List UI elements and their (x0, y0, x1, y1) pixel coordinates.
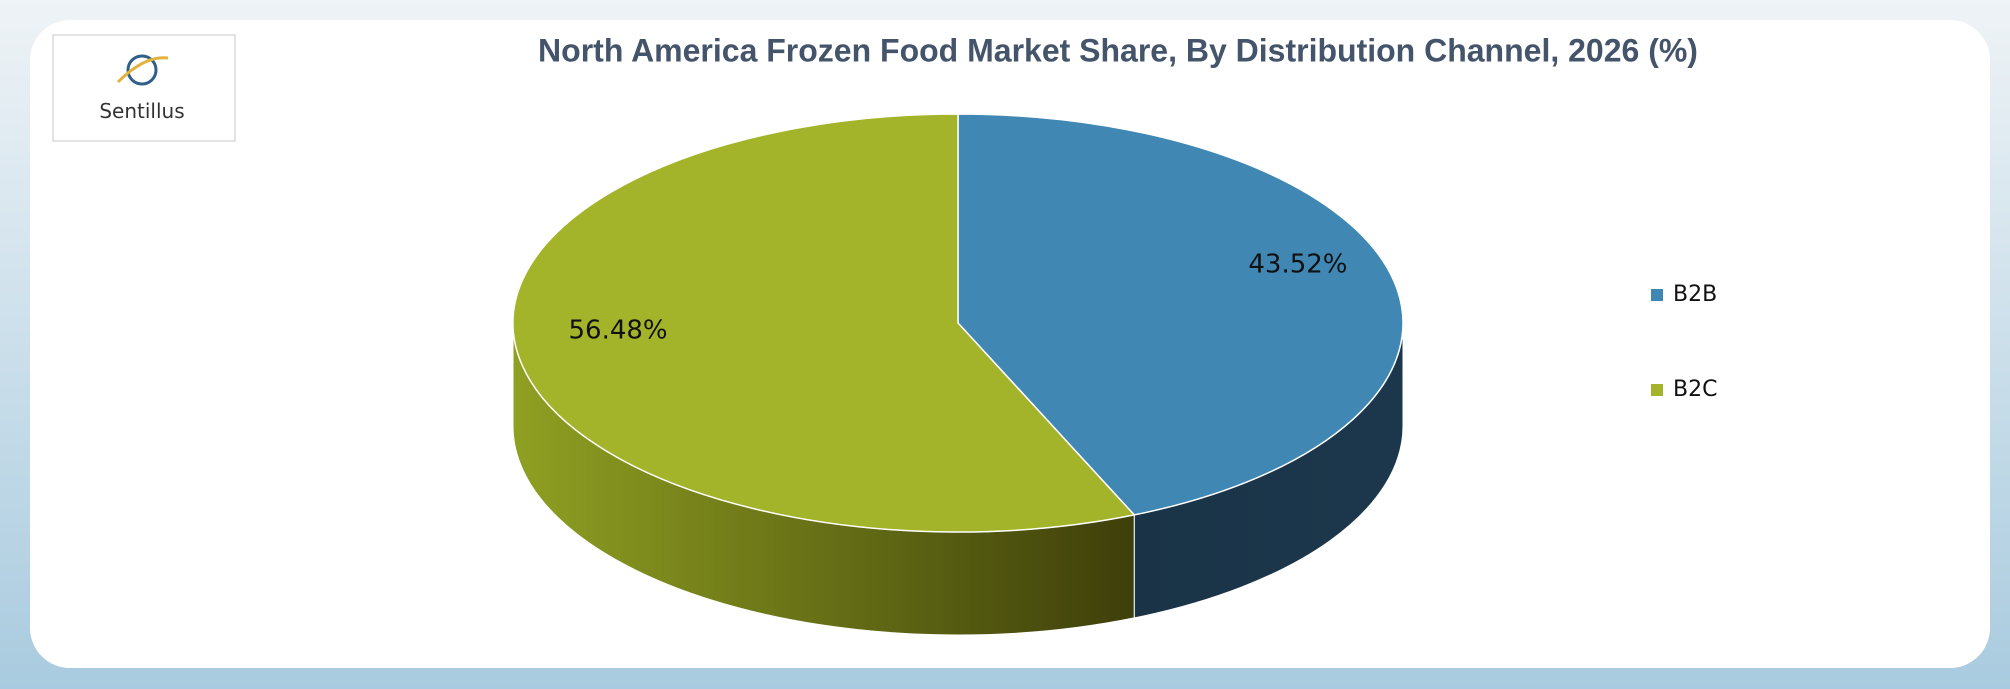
legend-label: B2C (1673, 377, 1717, 402)
logo-text: Sentillus (99, 99, 184, 123)
data-label: 43.52% (1248, 250, 1347, 280)
data-label: 56.48% (568, 315, 667, 345)
slice (512, 113, 1136, 533)
legend: B2B B2C (1651, 282, 1717, 402)
legend-swatch (1651, 384, 1663, 396)
slice (957, 113, 1404, 516)
legend-label: B2B (1673, 282, 1717, 307)
chart-title: North America Frozen Food Market Share, … (538, 32, 1698, 68)
pie: 43.52% 56.48% (512, 113, 1404, 636)
logo: Sentillus (52, 34, 236, 142)
legend-swatch (1651, 289, 1663, 301)
logo-box (52, 34, 236, 142)
logo-icon (126, 54, 158, 86)
logo-swoosh (116, 56, 169, 84)
